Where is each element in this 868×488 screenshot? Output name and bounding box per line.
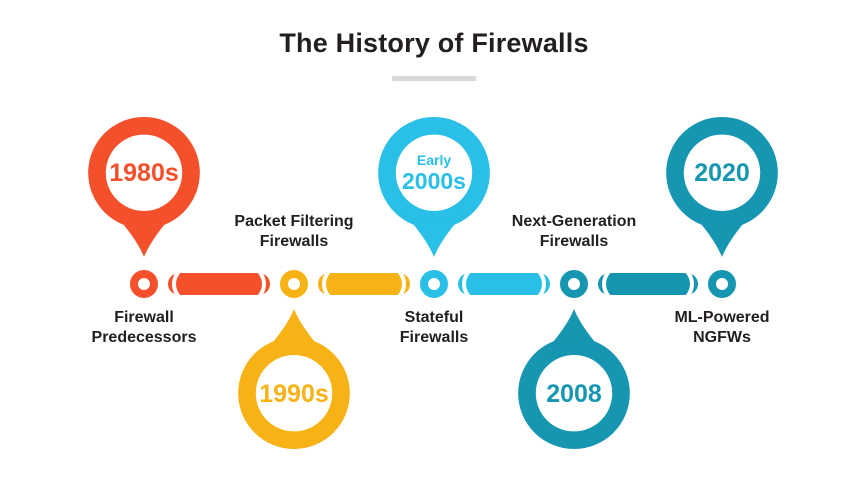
timeline-marker-2008 <box>560 270 588 298</box>
pin-period-2020: 2020 <box>694 159 750 187</box>
pin-bubble-2008 <box>518 308 630 450</box>
segment-bar <box>168 273 270 295</box>
pin-period-2008: 2008 <box>546 380 602 408</box>
timeline-marker-2000s <box>420 270 448 298</box>
pin-hole <box>105 134 183 211</box>
pin-hole <box>255 355 333 432</box>
milestone-label-next-generation-firewalls: Next-Generation Firewalls <box>511 213 637 250</box>
timeline-marker-1980s <box>130 270 158 298</box>
pin-tail <box>544 308 604 353</box>
pin-tail <box>404 213 464 258</box>
pin-hole <box>395 134 473 211</box>
milestone-label-firewall-predecessors: Firewall Predecessors <box>91 309 197 346</box>
page-title: The History of Firewalls <box>279 28 589 58</box>
pin-bubble-1980s <box>88 116 200 258</box>
pin-period-1980s: 1980s <box>109 159 179 187</box>
timeline-segment-2008-2020 <box>598 273 698 295</box>
segment-end-notch <box>462 273 471 295</box>
milestone-label-packet-filtering-firewalls: Packet Filtering Firewalls <box>234 213 354 250</box>
pin-hole <box>683 134 761 211</box>
pin-period-1990s: 1990s <box>259 380 329 408</box>
timeline-segment-1980s-1990s <box>168 273 270 295</box>
pin-hole <box>535 355 613 432</box>
timeline-segment-2000s-2008 <box>458 273 550 295</box>
pin-tail <box>114 213 174 258</box>
segment-end-notch <box>257 273 266 295</box>
segment-end-notch <box>602 273 611 295</box>
pin-period-2000s: Early 2000s <box>402 152 466 194</box>
segment-end-notch <box>397 273 406 295</box>
segment-bar <box>598 273 698 295</box>
pin-bubble-2000s <box>378 116 490 258</box>
milestone-label-stateful-firewalls: Stateful Firewalls <box>399 309 469 346</box>
milestone-label-ml-powered-ngfws: ML-Powered NGFWs <box>674 309 770 346</box>
segment-end-notch <box>322 273 331 295</box>
pin-tail <box>264 308 324 353</box>
pin-bubble-1990s <box>238 308 350 450</box>
timeline-marker-1990s <box>280 270 308 298</box>
pin-bubble-2020 <box>666 116 778 258</box>
timeline-marker-2020 <box>708 270 736 298</box>
segment-end-notch <box>537 273 546 295</box>
segment-end-notch <box>685 273 694 295</box>
segment-bar <box>318 273 410 295</box>
timeline-segment-1990s-2000s <box>318 273 410 295</box>
segment-bar <box>458 273 550 295</box>
title-underline <box>392 76 476 81</box>
pin-tail <box>692 213 752 258</box>
segment-end-notch <box>172 273 181 295</box>
